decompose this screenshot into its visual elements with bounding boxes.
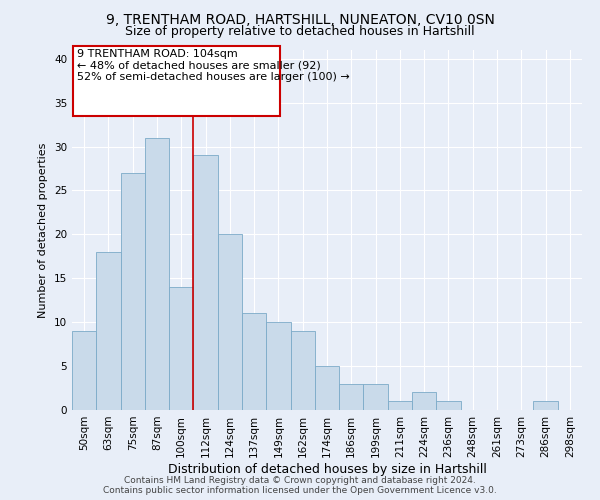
Bar — [72, 331, 96, 410]
Bar — [96, 252, 121, 410]
Bar — [242, 314, 266, 410]
Text: Size of property relative to detached houses in Hartshill: Size of property relative to detached ho… — [125, 25, 475, 38]
Y-axis label: Number of detached properties: Number of detached properties — [38, 142, 49, 318]
Text: 9 TRENTHAM ROAD: 104sqm
← 48% of detached houses are smaller (92)
52% of semi-de: 9 TRENTHAM ROAD: 104sqm ← 48% of detache… — [77, 49, 350, 82]
Bar — [121, 173, 145, 410]
Bar — [218, 234, 242, 410]
Bar — [339, 384, 364, 410]
Bar — [266, 322, 290, 410]
Bar — [315, 366, 339, 410]
Bar — [412, 392, 436, 410]
Text: 9, TRENTHAM ROAD, HARTSHILL, NUNEATON, CV10 0SN: 9, TRENTHAM ROAD, HARTSHILL, NUNEATON, C… — [106, 12, 494, 26]
Bar — [533, 401, 558, 410]
FancyBboxPatch shape — [73, 46, 280, 116]
X-axis label: Distribution of detached houses by size in Hartshill: Distribution of detached houses by size … — [167, 462, 487, 475]
Bar — [290, 331, 315, 410]
Text: Contains HM Land Registry data © Crown copyright and database right 2024.
Contai: Contains HM Land Registry data © Crown c… — [103, 476, 497, 495]
Bar — [388, 401, 412, 410]
Bar — [169, 287, 193, 410]
Bar — [145, 138, 169, 410]
Bar — [193, 156, 218, 410]
Bar — [364, 384, 388, 410]
Bar — [436, 401, 461, 410]
